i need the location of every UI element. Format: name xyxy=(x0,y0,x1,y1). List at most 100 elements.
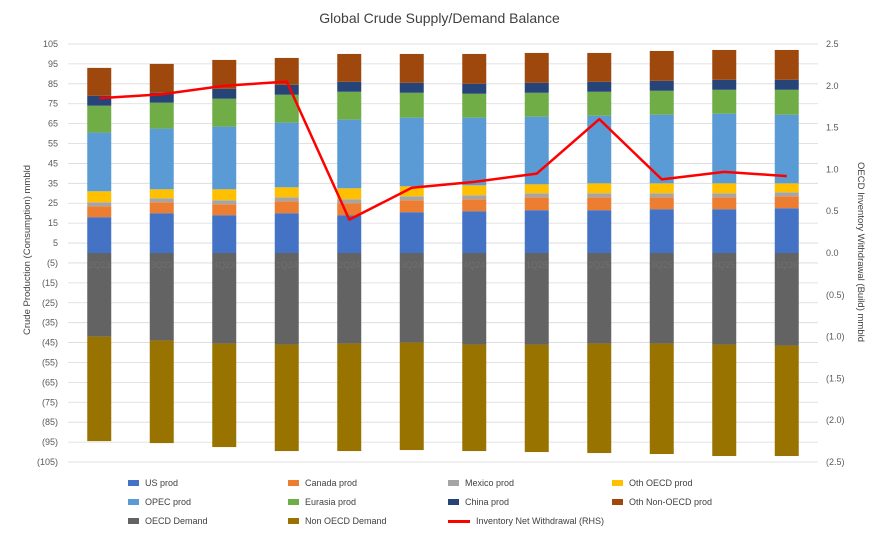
line-series xyxy=(99,80,787,221)
y-tick-label: (35) xyxy=(42,318,58,328)
bar-oth-oecd-prod xyxy=(212,189,237,201)
bar-mexico-prod xyxy=(399,196,424,201)
bar-canada-prod xyxy=(212,204,237,216)
bar-non-oecd-demand xyxy=(399,342,424,451)
y-tick-label: (95) xyxy=(42,437,58,447)
y-axis-left: 105 95 85 75 65 55 45 35 25 15 5 (5) (15) (25) (35) (45… xyxy=(37,39,58,467)
bar-oth-oecd-prod xyxy=(337,188,362,200)
bar-china-prod xyxy=(149,92,174,103)
bar-china-prod xyxy=(212,88,237,99)
bar-eurasia-prod xyxy=(212,98,237,127)
bar-oth-oecd-prod xyxy=(524,184,549,194)
bar-china-prod xyxy=(774,79,799,90)
category-label: 1Q24 xyxy=(276,260,298,270)
bar-oth-oecd-prod xyxy=(87,191,112,203)
bar-eurasia-prod xyxy=(462,93,487,118)
y-tick-label: (85) xyxy=(42,417,58,427)
bar-oecd-demand xyxy=(649,253,674,344)
bar-oth-non-oecd-prod xyxy=(274,57,299,85)
bar-canada-prod xyxy=(524,197,549,211)
bar-oecd-demand xyxy=(587,253,612,344)
bar-canada-prod xyxy=(337,203,362,216)
y2-tick-label: 2.5 xyxy=(826,39,839,49)
bar-canada-prod xyxy=(712,197,737,210)
bar-oth-oecd-prod xyxy=(399,186,424,197)
bar-canada-prod xyxy=(149,202,174,214)
y2-tick-label: (0.5) xyxy=(826,290,845,300)
bar-opec-prod xyxy=(462,117,487,186)
category-label: 2Q24 xyxy=(338,260,360,270)
category-label: 4Q25 xyxy=(713,260,735,270)
bar-mexico-prod xyxy=(462,195,487,200)
bar-oth-oecd-prod xyxy=(649,183,674,194)
bar-eurasia-prod xyxy=(87,105,112,133)
bar-mexico-prod xyxy=(149,198,174,203)
bar-mexico-prod xyxy=(649,193,674,198)
bar-oecd-demand xyxy=(337,253,362,344)
bar-canada-prod xyxy=(274,201,299,214)
bar-us-prod xyxy=(87,217,112,253)
bar-oecd-demand xyxy=(149,253,174,341)
bar-oth-non-oecd-prod xyxy=(462,53,487,84)
bar-canada-prod xyxy=(399,200,424,213)
bar-opec-prod xyxy=(149,128,174,190)
bar-eurasia-prod xyxy=(587,91,612,116)
bar-china-prod xyxy=(649,80,674,91)
bar-canada-prod xyxy=(587,197,612,211)
category-label: 1Q26 xyxy=(776,260,798,270)
y2-tick-label: (2.5) xyxy=(826,457,845,467)
bar-canada-prod xyxy=(774,196,799,209)
bar-opec-prod xyxy=(399,117,424,187)
y-tick-label: 35 xyxy=(48,178,58,188)
y-tick-label: 75 xyxy=(48,99,58,109)
bar-oth-non-oecd-prod xyxy=(774,49,799,80)
y2-axis-label: OECD Inventory Withdrawal (Build) mmbld xyxy=(855,162,866,342)
y-tick-label: (45) xyxy=(42,338,58,348)
bar-oth-non-oecd-prod xyxy=(212,59,237,89)
bar-us-prod xyxy=(274,213,299,253)
bar-china-prod xyxy=(87,95,112,106)
bar-oth-non-oecd-prod xyxy=(587,52,612,82)
bar-non-oecd-demand xyxy=(462,344,487,452)
category-label: 1Q25 xyxy=(526,260,548,270)
bar-us-prod xyxy=(649,209,674,253)
bar-oth-non-oecd-prod xyxy=(712,49,737,80)
y-tick-label: 45 xyxy=(48,158,58,168)
y2-tick-label: (2.0) xyxy=(826,415,845,425)
bar-china-prod xyxy=(524,82,549,93)
bar-oth-oecd-prod xyxy=(712,183,737,194)
bar-non-oecd-demand xyxy=(649,343,674,455)
category-label: 2Q25 xyxy=(588,260,610,270)
y-tick-label: (65) xyxy=(42,377,58,387)
bar-oecd-demand xyxy=(87,253,112,337)
category-label: 4Q23 xyxy=(213,260,235,270)
bar-stacks xyxy=(87,49,799,457)
bar-oecd-demand xyxy=(212,253,237,344)
bar-eurasia-prod xyxy=(337,91,362,120)
y-tick-label: (75) xyxy=(42,397,58,407)
bar-oecd-demand xyxy=(274,253,299,345)
bar-us-prod xyxy=(462,211,487,253)
y2-tick-label: 2.0 xyxy=(826,81,839,91)
bar-us-prod xyxy=(337,215,362,253)
bar-eurasia-prod xyxy=(524,92,549,117)
y-tick-label: 85 xyxy=(48,79,58,89)
bar-us-prod xyxy=(149,213,174,253)
bar-non-oecd-demand xyxy=(212,343,237,448)
bar-eurasia-prod xyxy=(399,92,424,118)
bar-oth-non-oecd-prod xyxy=(649,50,674,81)
bar-mexico-prod xyxy=(212,200,237,205)
bar-non-oecd-demand xyxy=(712,344,737,457)
bar-us-prod xyxy=(774,208,799,253)
category-labels: 2Q23 3Q23 4Q23 1Q24 2Q24 3Q24 4Q24 1Q25 2Q25 3Q25… xyxy=(88,260,798,270)
bar-non-oecd-demand xyxy=(524,344,549,453)
bar-us-prod xyxy=(587,210,612,253)
bar-mexico-prod xyxy=(337,199,362,204)
y-tick-label: (5) xyxy=(47,258,58,268)
category-label: 3Q24 xyxy=(401,260,423,270)
y-tick-label: 25 xyxy=(48,198,58,208)
y2-tick-label: 0.0 xyxy=(826,248,839,258)
bar-oth-oecd-prod xyxy=(274,187,299,198)
bar-china-prod xyxy=(462,83,487,94)
